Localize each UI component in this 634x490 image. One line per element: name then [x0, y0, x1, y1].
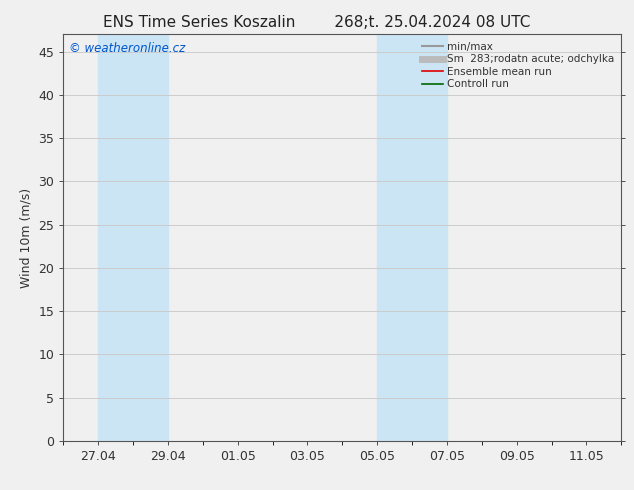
Y-axis label: Wind 10m (m/s): Wind 10m (m/s)	[20, 188, 33, 288]
Text: ENS Time Series Koszalin        268;t. 25.04.2024 08 UTC: ENS Time Series Koszalin 268;t. 25.04.20…	[103, 15, 531, 30]
Bar	[377, 34, 447, 441]
Text: © weatheronline.cz: © weatheronline.cz	[69, 43, 185, 55]
Bar	[98, 34, 168, 441]
Legend: min/max, Sm  283;rodatn acute; odchylka, Ensemble mean run, Controll run: min/max, Sm 283;rodatn acute; odchylka, …	[420, 40, 616, 92]
